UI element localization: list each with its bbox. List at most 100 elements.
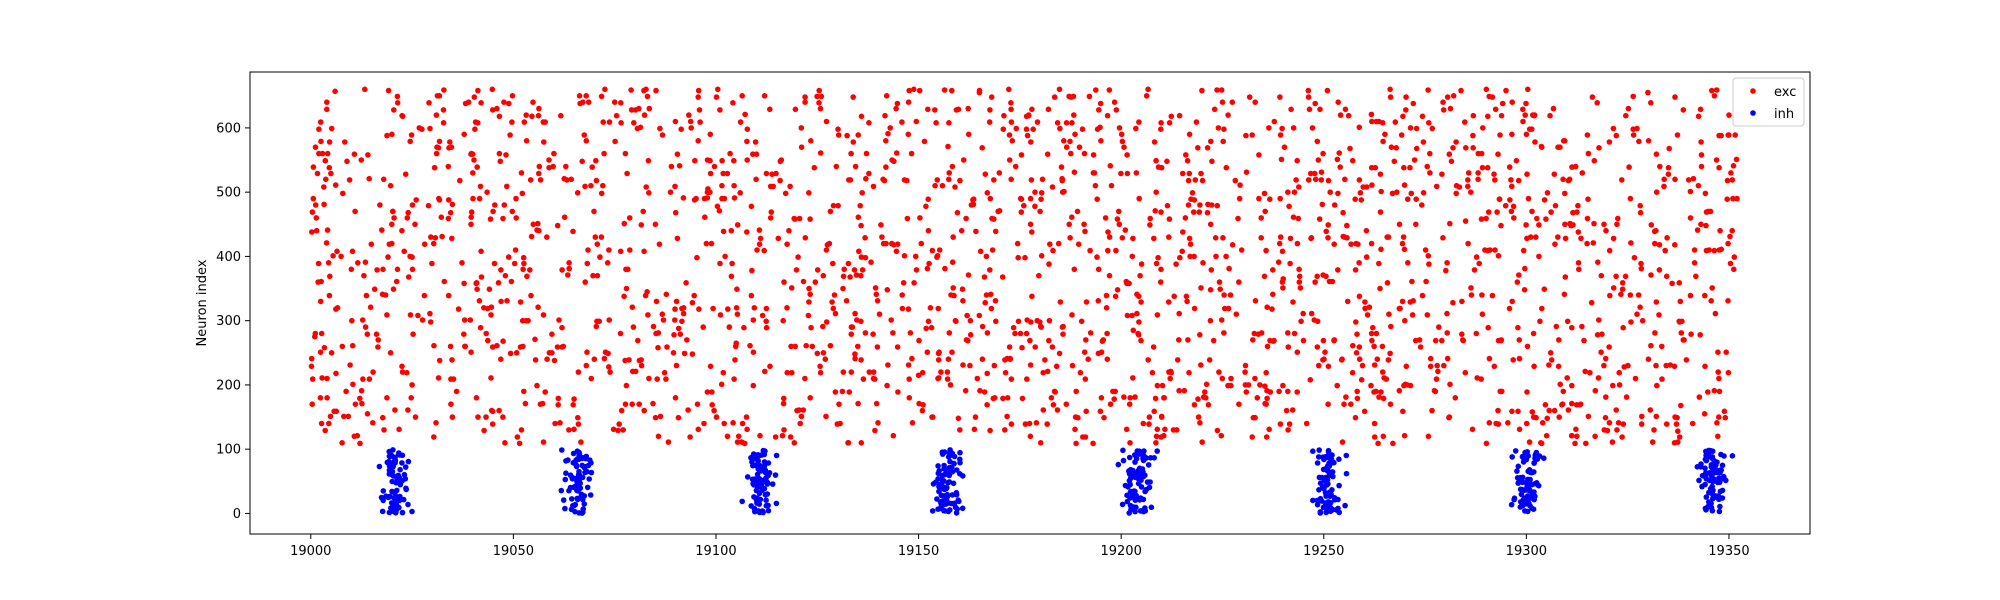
exc-point [952,184,958,190]
exc-point [1285,189,1291,195]
exc-point [317,349,324,356]
exc-point [1233,311,1240,318]
exc-point [409,266,416,273]
exc-point [1229,99,1236,105]
inh-point [1512,448,1519,454]
exc-point [638,222,645,228]
exc-point [636,401,642,408]
exc-point [348,266,355,273]
exc-point [988,305,995,312]
exc-point [1314,273,1320,280]
exc-point [1424,312,1431,318]
exc-point [1364,312,1371,318]
exc-point [1150,344,1157,350]
exc-point [866,120,872,126]
exc-point [1671,440,1678,446]
inh-point [1514,468,1520,474]
exc-point [1562,190,1568,197]
exc-point [1215,125,1222,131]
exc-point [721,195,728,202]
exc-point [1236,401,1242,408]
exc-point [1698,139,1704,145]
exc-point [926,260,932,267]
exc-point [1317,106,1323,113]
inh-point [572,508,578,515]
exc-point [744,126,751,132]
exc-point [1251,330,1258,337]
exc-point [1103,305,1110,311]
exc-point [728,227,735,234]
exc-point [791,440,798,446]
exc-point [332,182,339,188]
exc-point [1157,279,1164,285]
exc-point [408,132,415,138]
exc-point [1459,298,1465,305]
exc-point [848,150,854,157]
exc-point [1548,357,1555,363]
exc-point [321,344,328,351]
exc-point [579,158,585,165]
exc-point [1659,376,1665,382]
exc-point [1447,381,1453,388]
exc-point [1606,139,1613,145]
exc-point [1281,144,1288,150]
exc-point [556,317,562,323]
exc-point [1228,375,1234,382]
exc-point [1214,202,1221,209]
exc-point [1555,144,1561,150]
exc-point [1081,349,1088,356]
exc-point [1106,272,1113,279]
inh-point [588,460,594,466]
exc-point [989,247,996,253]
exc-point [1426,120,1432,126]
inh-point [957,456,963,463]
exc-point [677,331,684,338]
inh-point [401,471,408,478]
inh-point [947,458,953,465]
exc-point [747,342,753,349]
exc-point [1622,273,1629,280]
exc-point [769,171,775,177]
exc-point [859,267,866,273]
exc-point [1129,312,1135,319]
exc-point [1054,120,1061,126]
exc-point [986,119,993,125]
exc-point [1385,357,1392,363]
exc-point [1161,395,1167,401]
exc-point [1356,293,1363,300]
exc-point [1653,362,1659,369]
exc-point [582,183,588,190]
exc-point [1179,170,1186,177]
exc-point [1733,156,1740,163]
exc-point [729,260,735,267]
inh-point [569,476,576,482]
exc-point [1042,357,1048,363]
exc-point [1256,152,1262,158]
exc-point [643,86,649,93]
exc-point [407,312,414,318]
exc-point [1618,291,1624,298]
exc-point [949,349,955,356]
exc-point [1352,267,1359,273]
exc-point [1058,164,1065,170]
exc-point [1509,131,1515,138]
inh-point [1136,448,1142,455]
exc-point [324,395,330,401]
inh-point [1719,462,1726,469]
exc-point [1189,190,1196,196]
exc-point [1032,203,1038,210]
exc-point [427,319,434,325]
exc-point [650,400,656,407]
exc-point [681,350,688,357]
exc-point [703,240,710,247]
exc-point [1312,279,1318,285]
exc-point [1559,401,1566,408]
exc-point [1491,363,1498,370]
exc-point [554,222,561,229]
exc-point [1361,408,1368,415]
exc-point [313,227,320,234]
exc-point [1006,86,1012,93]
exc-point [1649,439,1656,445]
inh-point [944,493,951,500]
exc-point [1167,368,1174,375]
